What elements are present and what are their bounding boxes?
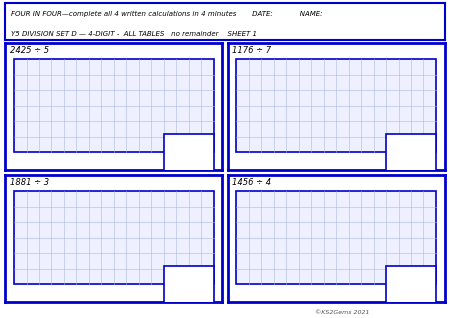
Bar — [386, 134, 436, 175]
Bar — [386, 266, 436, 307]
Text: 2425 ÷ 5: 2425 ÷ 5 — [10, 46, 49, 55]
Bar — [14, 191, 214, 284]
Text: 1456 ÷ 4: 1456 ÷ 4 — [232, 178, 271, 187]
Text: Y5 DIVISION SET D — 4-DIGIT -  ALL TABLES   no remainder    SHEET 1: Y5 DIVISION SET D — 4-DIGIT - ALL TABLES… — [11, 31, 256, 37]
Bar — [236, 191, 436, 284]
Text: 1881 ÷ 3: 1881 ÷ 3 — [10, 178, 49, 187]
Text: ©KS2Gems 2021: ©KS2Gems 2021 — [315, 310, 369, 315]
Text: 1176 ÷ 7: 1176 ÷ 7 — [232, 46, 271, 55]
Bar — [164, 134, 214, 175]
Bar — [236, 59, 436, 152]
Text: FOUR IN FOUR—complete all 4 written calculations in 4 minutes       DATE:       : FOUR IN FOUR—complete all 4 written calc… — [11, 10, 322, 17]
Bar — [164, 266, 214, 307]
Bar — [14, 59, 214, 152]
